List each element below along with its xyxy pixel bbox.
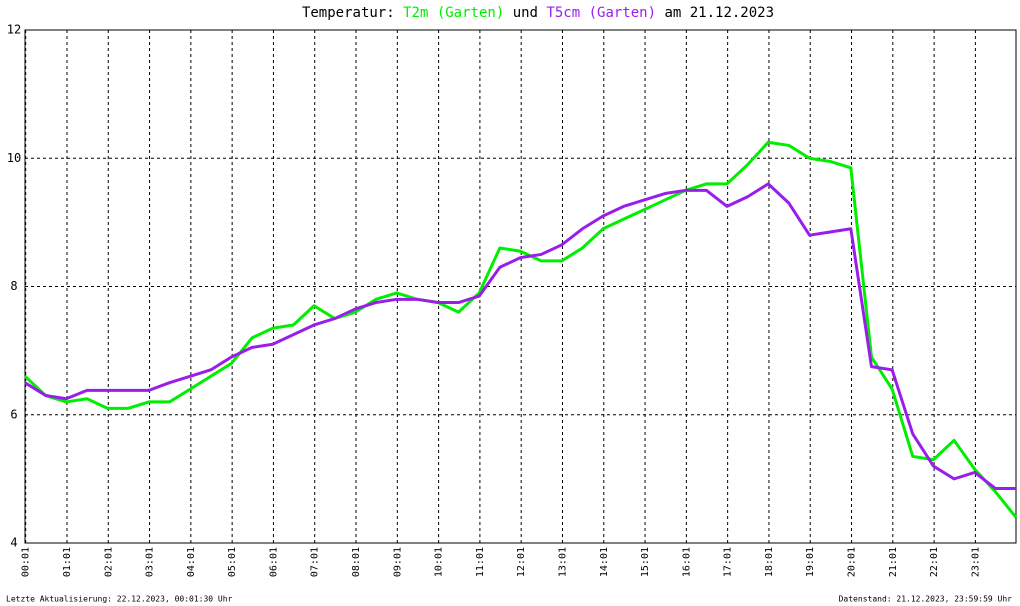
y-tick-label: 4 xyxy=(10,536,17,550)
x-tick-label: 18:01 xyxy=(764,547,775,577)
data-line xyxy=(23,140,1018,519)
x-tick-label: 10:01 xyxy=(434,547,445,577)
x-tick-label: 08:01 xyxy=(351,547,362,577)
y-tick-label: 12 xyxy=(7,23,21,37)
x-tick-label: 14:01 xyxy=(599,547,610,577)
x-tick-label: 20:01 xyxy=(847,547,858,577)
plot-frame xyxy=(24,29,1017,544)
chart-title: Temperatur: T2m (Garten) und T5cm (Garte… xyxy=(302,5,774,21)
x-tick-label: 21:01 xyxy=(888,547,899,577)
x-tick-label: 23:01 xyxy=(970,547,981,577)
x-tick-label: 05:01 xyxy=(227,547,238,577)
y-tick-label: 10 xyxy=(7,151,21,165)
title-suffix: am 21.12.2023 xyxy=(664,5,774,21)
x-tick-label: 19:01 xyxy=(805,547,816,577)
x-tick-label: 17:01 xyxy=(723,547,734,577)
title-series-1: T5cm (Garten) xyxy=(546,5,656,21)
footer-right: Datenstand: 21.12.2023, 23:59:59 Uhr xyxy=(839,595,1013,604)
y-tick-label: 6 xyxy=(10,407,17,421)
x-tick-label: 02:01 xyxy=(103,547,114,577)
x-tick-label: 11:01 xyxy=(475,547,486,577)
x-tick-label: 04:01 xyxy=(186,547,197,577)
y-tick-label: 8 xyxy=(10,279,17,293)
x-tick-label: 07:01 xyxy=(310,547,321,577)
x-tick-label: 13:01 xyxy=(557,547,568,577)
x-tick-label: 15:01 xyxy=(640,547,651,577)
title-series-0: T2m (Garten) xyxy=(403,5,504,21)
x-tick-label: 22:01 xyxy=(929,547,940,577)
x-tick-label: 09:01 xyxy=(392,547,403,577)
x-tick-label: 12:01 xyxy=(516,547,527,577)
x-tick-label: 01:01 xyxy=(62,547,73,577)
x-tick-label: 00:01 xyxy=(21,547,32,577)
footer-left: Letzte Aktualisierung: 22.12.2023, 00:01… xyxy=(6,595,233,604)
title-connector: und xyxy=(513,5,538,21)
x-tick-label: 03:01 xyxy=(145,547,156,577)
x-tick-label: 16:01 xyxy=(681,547,692,577)
data-line xyxy=(24,182,1016,490)
x-tick-label: 06:01 xyxy=(268,547,279,577)
title-prefix: Temperatur: xyxy=(302,5,395,21)
